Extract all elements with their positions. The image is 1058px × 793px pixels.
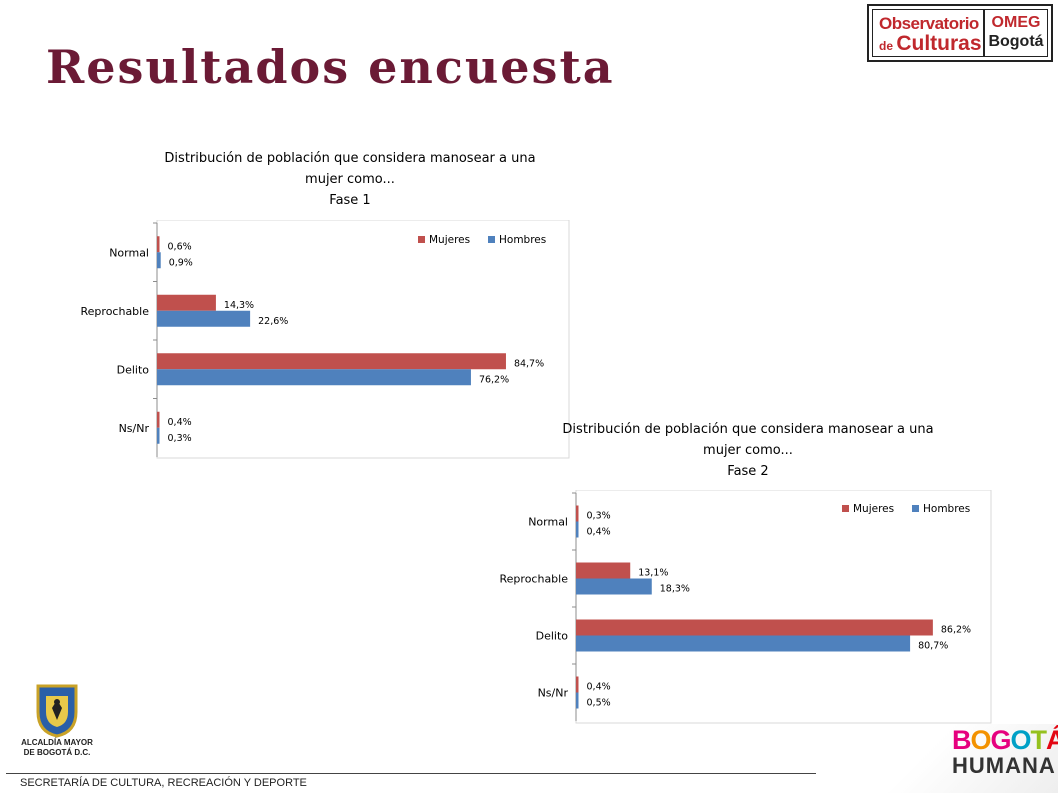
observatorio-culturas-logo: Observatorio de Culturas OMEG Bogotá — [867, 4, 1053, 62]
alcaldia-line1: ALCALDÍA MAYOR — [21, 738, 93, 747]
category-label: Normal — [528, 516, 568, 529]
data-label: 80,7% — [918, 641, 948, 652]
bogota-humana-logo: BOGOTÁ HUMANA — [952, 725, 1058, 782]
logo-culturas-text: Culturas — [896, 32, 982, 55]
bar-mujeres-delito — [576, 619, 933, 636]
category-label: Reprochable — [500, 573, 569, 586]
legend-label: Hombres — [499, 234, 546, 246]
legend-label: Hombres — [923, 503, 970, 515]
chart1-title-line1: Distribución de población que considera … — [164, 151, 536, 166]
data-label: 14,3% — [224, 300, 254, 311]
logo-omeg-text: OMEG — [991, 14, 1041, 31]
data-label: 22,6% — [258, 316, 288, 327]
category-label: Ns/Nr — [119, 422, 150, 435]
logo-observatorio-text: Observatorio — [879, 14, 979, 33]
data-label: 0,9% — [169, 257, 193, 268]
logo-bogota-text: Bogotá — [988, 33, 1044, 50]
chart1-title: Distribución de población que considera … — [90, 148, 610, 211]
bogota-coat-of-arms-icon — [36, 684, 78, 738]
data-label: 76,2% — [479, 374, 509, 385]
bar-mujeres-normal — [576, 505, 579, 522]
chart2-title-line2: mujer como... — [703, 443, 793, 458]
chart2-title-line1: Distribución de población que considera … — [562, 422, 934, 437]
chart2-phase: Fase 2 — [727, 464, 769, 479]
bar-hombres-delito — [157, 369, 471, 386]
legend-label: Mujeres — [429, 234, 470, 246]
logo-de-text: de — [879, 39, 894, 53]
bar-mujeres-reprochable — [576, 562, 631, 579]
bogota-humana-line2: HUMANA — [952, 753, 1056, 778]
bar-mujeres-ns-nr — [157, 411, 160, 428]
chart1-title-line2: mujer como... — [305, 172, 395, 187]
alcaldia-line2: DE BOGOTÁ D.C. — [23, 748, 91, 757]
data-label: 0,4% — [587, 527, 611, 538]
bar-mujeres-delito — [157, 353, 506, 370]
category-label: Reprochable — [81, 305, 150, 318]
alcaldia-label: ALCALDÍA MAYOR DE BOGOTÁ D.C. — [10, 738, 104, 758]
data-label: 84,7% — [514, 358, 544, 369]
category-label: Delito — [117, 363, 150, 376]
category-label: Delito — [536, 630, 569, 643]
data-label: 0,4% — [168, 417, 192, 428]
bar-mujeres-reprochable — [157, 294, 216, 311]
data-label: 0,3% — [587, 511, 611, 522]
bar-hombres-reprochable — [576, 578, 652, 595]
bar-hombres-ns-nr — [576, 692, 579, 709]
data-label: 86,2% — [941, 625, 971, 636]
legend-swatch — [418, 236, 425, 243]
bogota-humana-line1: BOGOTÁ — [952, 725, 1058, 755]
category-label: Ns/Nr — [538, 687, 569, 700]
bar-hombres-normal — [157, 252, 161, 269]
chart1-phase: Fase 1 — [329, 193, 371, 208]
category-label: Normal — [109, 246, 149, 259]
legend-swatch — [842, 505, 849, 512]
bar-hombres-reprochable — [157, 310, 251, 327]
legend-swatch — [488, 236, 495, 243]
data-label: 0,6% — [168, 241, 192, 252]
data-label: 18,3% — [660, 584, 690, 595]
footer-secretaria: SECRETARÍA DE CULTURA, RECREACIÓN Y DEPO… — [20, 777, 307, 789]
bar-hombres-delito — [576, 635, 911, 652]
bar-hombres-ns-nr — [157, 427, 160, 444]
chart-fase-1: Normal 0,6% 0,9% Reprochable 14,3% 22,6% Delit… — [81, 220, 570, 459]
bar-mujeres-ns-nr — [576, 676, 579, 693]
plot-frame — [156, 220, 570, 459]
plot-frame — [575, 490, 992, 724]
data-label: 0,4% — [587, 682, 611, 693]
chart-fase-2: Normal 0,3% 0,4% Reprochable 13,1% 18,3% Delit… — [500, 490, 992, 724]
data-label: 0,5% — [587, 698, 611, 709]
footer-divider — [6, 773, 816, 774]
page-title: Resultados encuesta — [46, 40, 615, 94]
bar-mujeres-normal — [157, 236, 160, 253]
corner-decoration — [880, 724, 1058, 793]
legend-swatch — [912, 505, 919, 512]
legend-label: Mujeres — [853, 503, 894, 515]
chart2-title: Distribución de población que considera … — [488, 419, 1008, 482]
data-label: 0,3% — [168, 433, 192, 444]
data-label: 13,1% — [638, 568, 668, 579]
bar-hombres-normal — [576, 521, 579, 538]
